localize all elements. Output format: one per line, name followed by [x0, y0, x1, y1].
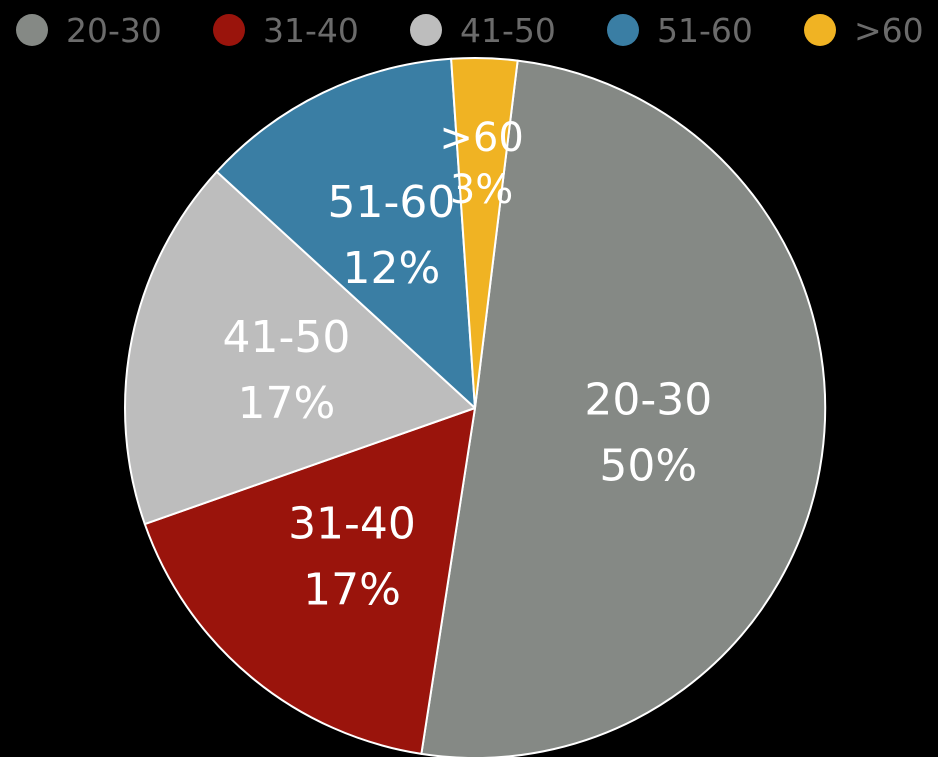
slice-label-category: 31-40	[288, 499, 416, 550]
slice-label-percent: 50%	[599, 441, 697, 492]
legend-swatch	[16, 14, 48, 46]
pie-slice-31-40	[143, 407, 476, 755]
pie-slices	[124, 57, 827, 757]
pie-slice-51-60	[215, 57, 476, 409]
slice-label-category: >60	[439, 115, 523, 161]
legend-item-20-30: 20-30	[16, 11, 162, 50]
slice-label-percent: 17%	[238, 378, 336, 429]
legend-label: 51-60	[657, 11, 753, 50]
legend-swatch	[410, 14, 442, 46]
pie-slice-41-50	[124, 170, 476, 526]
legend: 20-30 31-40 41-50 51-60 >60	[16, 11, 924, 50]
legend-label: 20-30	[66, 11, 162, 50]
pie-slice-over-60	[450, 57, 519, 409]
legend-swatch	[213, 14, 245, 46]
legend-item-over-60: >60	[804, 11, 924, 50]
slice-label-category: 41-50	[222, 312, 350, 363]
legend-swatch	[804, 14, 836, 46]
slice-label-category: 51-60	[327, 177, 455, 228]
legend-item-41-50: 41-50	[410, 11, 556, 50]
slice-label-category: 20-30	[584, 375, 712, 426]
legend-item-51-60: 51-60	[607, 11, 753, 50]
legend-label: >60	[854, 11, 924, 50]
legend-item-31-40: 31-40	[213, 11, 359, 50]
slice-labels: 20-30 50% 31-40 17% 41-50 17% 51-60 12% >60 3%	[222, 115, 712, 615]
legend-swatch	[607, 14, 639, 46]
slice-label-percent: 12%	[343, 243, 441, 294]
slice-label-percent: 3%	[450, 167, 513, 213]
pie-slice-20-30	[420, 59, 827, 757]
legend-label: 41-50	[460, 11, 556, 50]
legend-label: 31-40	[263, 11, 359, 50]
slice-label-percent: 17%	[303, 565, 401, 616]
